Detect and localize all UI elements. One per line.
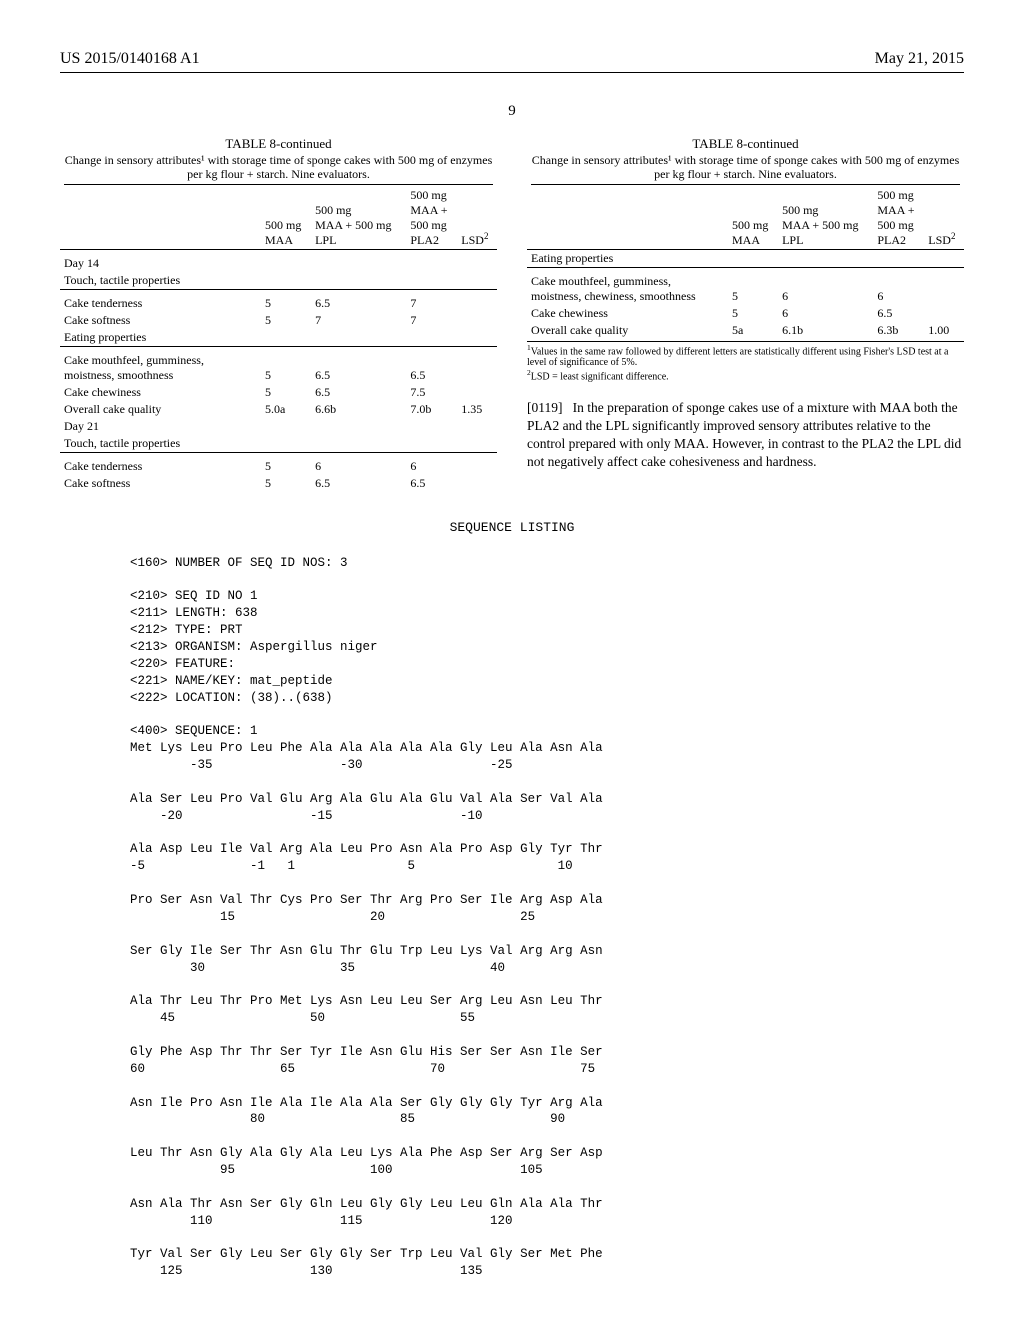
paragraph-0119: [0119] In the preparation of sponge cake… <box>527 399 964 472</box>
table-row: Overall cake quality5.0a6.6b7.0b1.35 <box>60 401 497 418</box>
table-row: Cake softness56.56.5 <box>60 475 497 492</box>
section-label: Day 21 <box>60 418 261 435</box>
page-number: 9 <box>60 103 964 120</box>
col-hdr: 500 mgMAA <box>728 187 778 250</box>
page-header: US 2015/0140168 A1 May 21, 2015 <box>60 50 964 73</box>
col-hdr: LSD2 <box>924 187 964 250</box>
section-label: Eating properties <box>60 329 261 347</box>
table-header-row: 500 mgMAA 500 mgMAA + 500 mgLPL 500 mgMA… <box>60 187 497 250</box>
table8-left-title: TABLE 8-continued <box>60 136 497 152</box>
table8-right-subtitle: Change in sensory attributes¹ with stora… <box>531 154 960 185</box>
table8-left-subtitle: Change in sensory attributes¹ with stora… <box>64 154 493 185</box>
table8-right-title: TABLE 8-continued <box>527 136 964 152</box>
table-row: Cake mouthfeel, gumminess, moistness, ch… <box>527 273 964 305</box>
left-column: TABLE 8-continued Change in sensory attr… <box>60 136 497 492</box>
col-hdr: 500 mgMAA +500 mgPLA2 <box>873 187 924 250</box>
right-column: TABLE 8-continued Change in sensory attr… <box>527 136 964 492</box>
para-text: In the preparation of sponge cakes use o… <box>527 400 961 470</box>
sequence-header: <160> NUMBER OF SEQ ID NOS: 3 <210> SEQ … <box>130 555 964 741</box>
col-hdr: 500 mgMAA <box>261 187 311 250</box>
col-hdr: LSD2 <box>457 187 497 250</box>
section-label: Day 14 <box>60 249 497 272</box>
table-header-row: 500 mgMAA 500 mgMAA + 500 mgLPL 500 mgMA… <box>527 187 964 250</box>
table8-right: 500 mgMAA 500 mgMAA + 500 mgLPL 500 mgMA… <box>527 187 964 339</box>
section-sub: Touch, tactile properties <box>60 435 261 453</box>
para-number: [0119] <box>527 400 563 415</box>
section-label: Eating properties <box>527 249 728 267</box>
table-row: Cake tenderness56.57 <box>60 295 497 312</box>
table-row: Cake tenderness566 <box>60 458 497 475</box>
table-row: Cake softness577 <box>60 312 497 329</box>
table-row: Cake chewiness566.5 <box>527 305 964 322</box>
col-hdr: 500 mgMAA + 500 mgLPL <box>778 187 873 250</box>
table-row: Cake chewiness56.57.5 <box>60 384 497 401</box>
table-row: Overall cake quality5a6.1b6.3b1.00 <box>527 322 964 339</box>
header-right: May 21, 2015 <box>875 50 964 68</box>
section-sub: Touch, tactile properties <box>60 272 261 290</box>
table8-left: 500 mgMAA 500 mgMAA + 500 mgLPL 500 mgMA… <box>60 187 497 492</box>
table-footnotes: 1Values in the same raw followed by diff… <box>527 341 964 383</box>
col-hdr: 500 mgMAA +500 mgPLA2 <box>406 187 457 250</box>
sequence-body: Met Lys Leu Pro Leu Phe Ala Ala Ala Ala … <box>130 740 964 1280</box>
table-row: Cake mouthfeel, gumminess, moistness, sm… <box>60 352 497 384</box>
sequence-listing-title: SEQUENCE LISTING <box>60 520 964 535</box>
col-hdr: 500 mgMAA + 500 mgLPL <box>311 187 406 250</box>
header-left: US 2015/0140168 A1 <box>60 50 200 68</box>
